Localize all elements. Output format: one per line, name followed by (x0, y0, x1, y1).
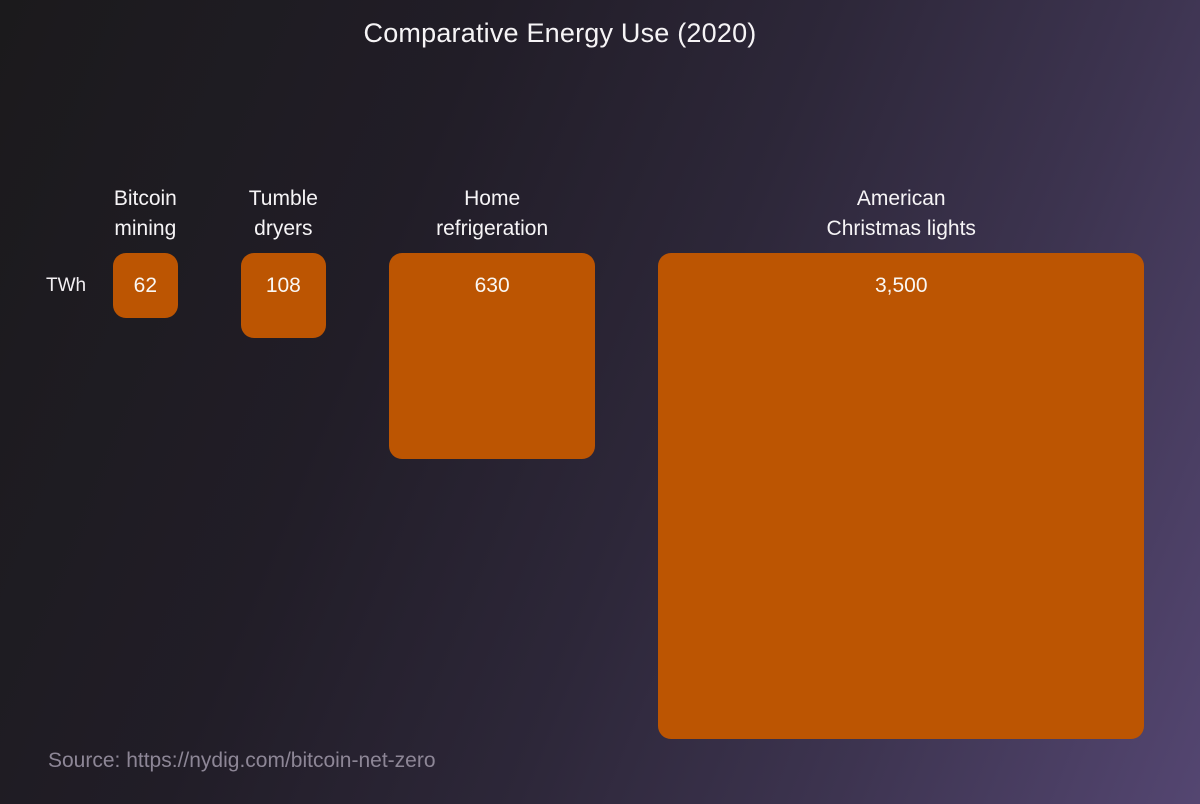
category-label-tumble-dryers: Tumble dryers (248, 187, 318, 240)
source-caption: Source: https://nydig.com/bitcoin-net-ze… (48, 749, 436, 772)
square-value-bitcoin-mining: 62 (133, 274, 158, 297)
square-american-christmas-lights: 3,500 American Christmas lights (658, 187, 1145, 739)
category-label-american-christmas-lights: American Christmas lights (826, 187, 976, 240)
square-tumble-dryers: 108 Tumble dryers (240, 187, 327, 339)
category-label-bitcoin-mining: Bitcoin mining (113, 187, 177, 240)
unit-label: TWh (46, 275, 87, 296)
square-bitcoin-mining: 62 Bitcoin mining (113, 187, 178, 318)
square-value-tumble-dryers: 108 (265, 274, 301, 297)
square-value-home-refrigeration: 630 (474, 274, 510, 297)
chart-title: Comparative Energy Use (2020) (363, 18, 757, 48)
square-home-refrigeration: 630 Home refrigeration (389, 187, 596, 460)
square-value-american-christmas-lights: 3,500 (874, 274, 928, 297)
category-label-home-refrigeration: Home refrigeration (436, 187, 549, 240)
